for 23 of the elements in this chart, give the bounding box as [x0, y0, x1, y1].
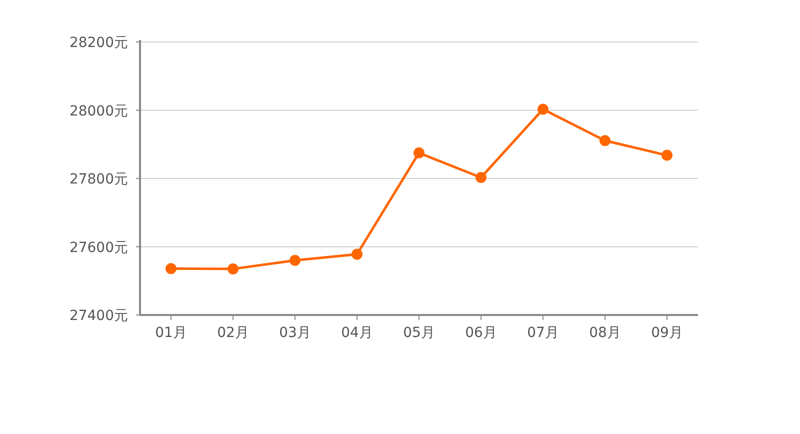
- x-tick-label: 02月: [217, 325, 249, 341]
- x-tick-label: 07月: [527, 325, 559, 341]
- y-tick-label: 28000元: [69, 103, 128, 120]
- x-tick-label: 06月: [465, 325, 497, 341]
- x-tick-label: 03月: [279, 325, 311, 341]
- point: [662, 150, 672, 161]
- y-tick-label: 27600元: [69, 240, 128, 256]
- x-tick-label: 04月: [341, 325, 373, 341]
- point: [600, 135, 610, 146]
- y-tick-label: 27800元: [69, 172, 128, 188]
- point: [166, 263, 176, 274]
- point: [538, 104, 548, 115]
- point: [476, 172, 486, 183]
- point: [414, 147, 424, 158]
- x-tick-label: 05月: [403, 325, 435, 341]
- y-tick-label: 28200元: [69, 35, 128, 51]
- x-tick-label: 09月: [651, 325, 683, 341]
- point: [228, 263, 238, 274]
- x-tick-label: 08月: [589, 325, 621, 341]
- point: [290, 254, 300, 266]
- point: [352, 248, 362, 260]
- x-tick-label: 01月: [155, 325, 187, 341]
- y-tick-label: 27400元: [69, 308, 128, 324]
